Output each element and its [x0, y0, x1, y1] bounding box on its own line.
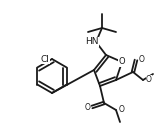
Text: O: O	[119, 105, 125, 114]
Text: O: O	[146, 75, 152, 85]
Text: O: O	[119, 57, 125, 66]
Text: O: O	[139, 55, 145, 64]
Text: Cl: Cl	[41, 55, 49, 64]
Text: O: O	[85, 103, 91, 111]
Text: HN: HN	[85, 38, 99, 46]
